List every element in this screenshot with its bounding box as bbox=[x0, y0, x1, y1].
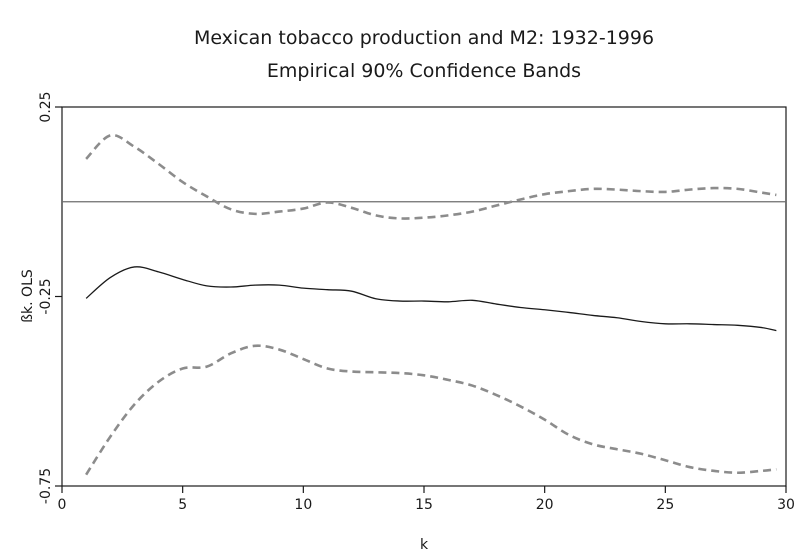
x-tick-label: 15 bbox=[415, 497, 433, 513]
x-axis-label: k bbox=[420, 537, 429, 553]
ols-estimate-line bbox=[85, 266, 777, 332]
upper-confidence-band bbox=[85, 133, 777, 220]
y-tick-label: -0.75 bbox=[38, 468, 54, 504]
y-tick-label: 0.25 bbox=[38, 91, 54, 122]
y-axis-label: ßk. OLS bbox=[20, 269, 36, 323]
plot-area: 0 5 10 15 20 25 30 -0.75 -0.25 0.25 bbox=[38, 91, 795, 513]
x-tick-label: 5 bbox=[178, 497, 187, 513]
x-tick-label: 10 bbox=[294, 497, 312, 513]
lower-confidence-band bbox=[85, 344, 777, 476]
y-tick-label: -0.25 bbox=[38, 278, 54, 314]
x-tick-label: 30 bbox=[777, 497, 795, 513]
chart-title: Mexican tobacco production and M2: 1932-… bbox=[194, 27, 654, 49]
x-tick-label: 20 bbox=[536, 497, 554, 513]
x-tick-label: 25 bbox=[656, 497, 674, 513]
x-tick-label: 0 bbox=[58, 497, 67, 513]
plot-frame bbox=[61, 106, 787, 487]
chart-subtitle: Empirical 90% Confidence Bands bbox=[267, 60, 581, 82]
